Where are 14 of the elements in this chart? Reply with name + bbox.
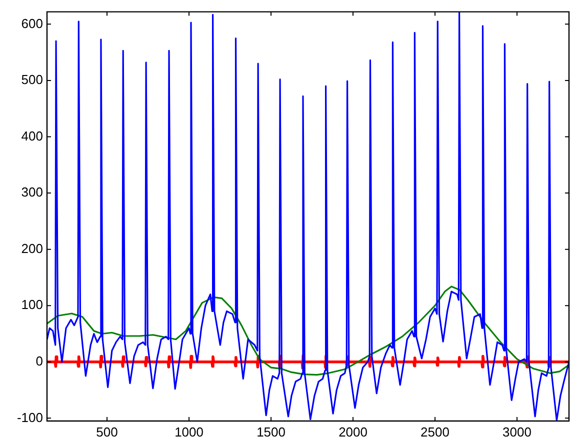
y-tick-label: 400: [21, 128, 43, 144]
y-tick-label: 600: [21, 16, 43, 31]
x-tick-label: 2000: [338, 424, 368, 440]
y-tick-label: 200: [21, 240, 43, 256]
y-tick-label: 500: [21, 72, 43, 88]
x-tick-label: 500: [96, 424, 118, 440]
x-tick-label: 1500: [256, 424, 286, 440]
y-tick-label: 300: [21, 184, 43, 200]
x-tick-label: 2500: [420, 424, 450, 440]
x-tick-label: 1000: [174, 424, 204, 440]
x-tick-label: 3000: [502, 424, 532, 440]
y-tick-label: -100: [16, 410, 43, 425]
y-tick-label: 100: [21, 297, 43, 312]
y-tick-label: 0: [36, 353, 43, 368]
